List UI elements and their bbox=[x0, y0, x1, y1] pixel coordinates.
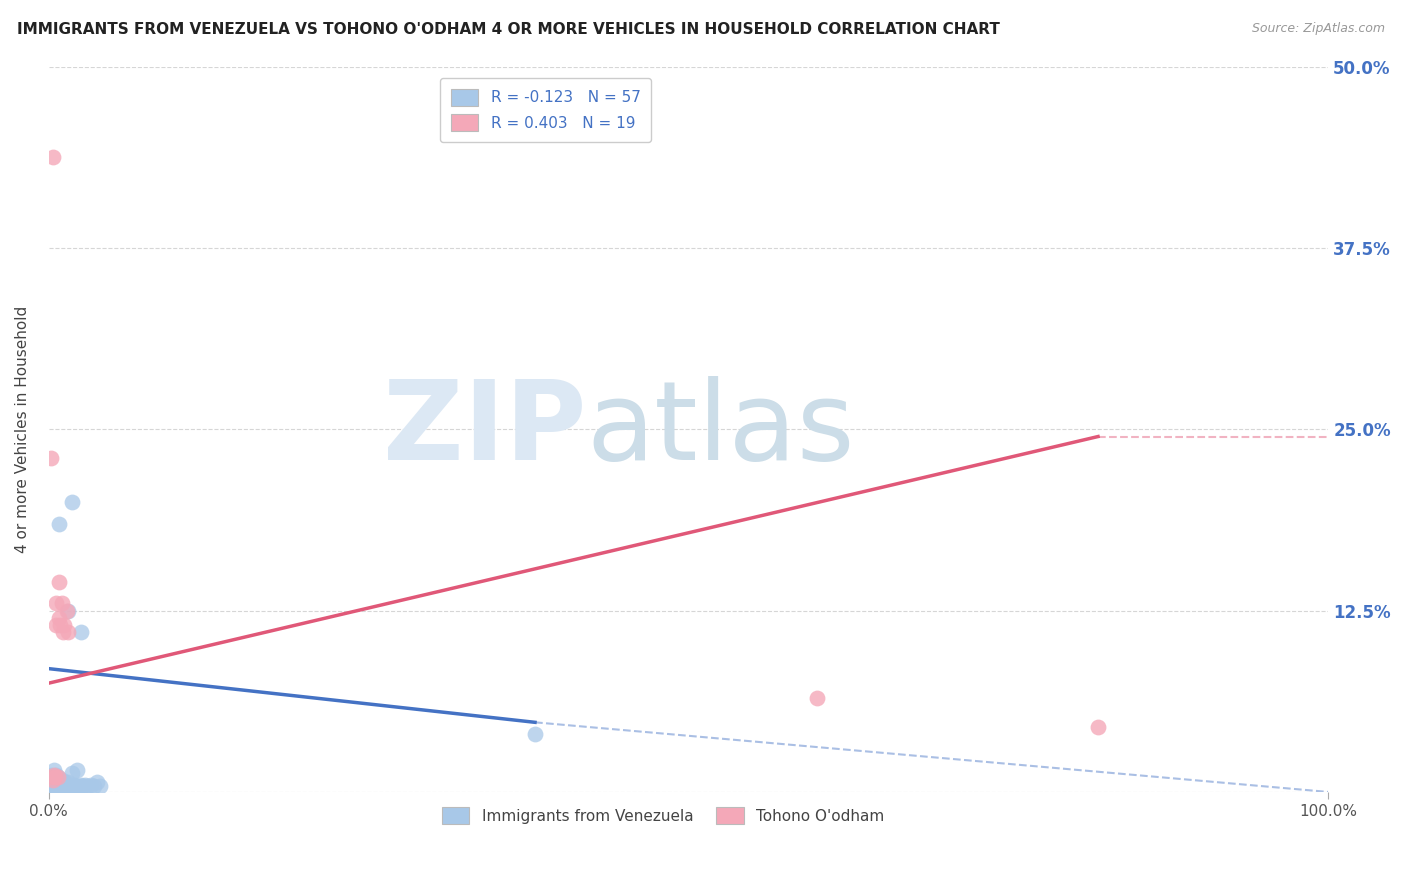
Point bbox=[58, 778, 80, 792]
Point bbox=[56, 774, 79, 789]
Point bbox=[62, 779, 84, 793]
Point bbox=[56, 604, 79, 618]
Point bbox=[56, 625, 79, 640]
Point bbox=[76, 779, 98, 793]
Point bbox=[49, 779, 72, 793]
Point bbox=[48, 516, 70, 531]
Point bbox=[45, 778, 67, 792]
Point bbox=[73, 778, 96, 792]
Point bbox=[41, 149, 63, 163]
Point bbox=[65, 779, 87, 793]
Point bbox=[42, 778, 65, 792]
Legend: Immigrants from Venezuela, Tohono O'odham: Immigrants from Venezuela, Tohono O'odha… bbox=[432, 796, 894, 835]
Point bbox=[51, 778, 73, 792]
Point bbox=[39, 771, 62, 785]
Point bbox=[86, 774, 108, 789]
Point bbox=[67, 779, 90, 793]
Point bbox=[51, 596, 73, 610]
Point bbox=[83, 779, 105, 793]
Point bbox=[39, 778, 62, 792]
Point bbox=[48, 773, 70, 788]
Point bbox=[46, 771, 69, 785]
Point bbox=[49, 618, 72, 632]
Point bbox=[1087, 720, 1109, 734]
Point bbox=[45, 618, 67, 632]
Point bbox=[39, 773, 62, 788]
Point bbox=[44, 771, 66, 785]
Point bbox=[60, 495, 83, 509]
Point bbox=[60, 766, 83, 780]
Point bbox=[48, 778, 70, 792]
Point bbox=[56, 779, 79, 793]
Point bbox=[69, 625, 91, 640]
Point bbox=[45, 596, 67, 610]
Point bbox=[44, 774, 66, 789]
Point bbox=[89, 779, 111, 793]
Point bbox=[41, 779, 63, 793]
Point bbox=[55, 779, 77, 793]
Point bbox=[42, 767, 65, 781]
Point bbox=[42, 763, 65, 777]
Point bbox=[59, 779, 82, 793]
Text: IMMIGRANTS FROM VENEZUELA VS TOHONO O'ODHAM 4 OR MORE VEHICLES IN HOUSEHOLD CORR: IMMIGRANTS FROM VENEZUELA VS TOHONO O'OD… bbox=[17, 22, 1000, 37]
Point bbox=[48, 611, 70, 625]
Point bbox=[53, 778, 76, 792]
Point bbox=[39, 778, 62, 792]
Point bbox=[39, 773, 62, 788]
Point bbox=[55, 604, 77, 618]
Point bbox=[52, 774, 75, 789]
Point bbox=[52, 779, 75, 793]
Point bbox=[63, 778, 86, 792]
Point bbox=[45, 767, 67, 781]
Point bbox=[52, 625, 75, 640]
Point bbox=[69, 778, 91, 792]
Point bbox=[44, 771, 66, 785]
Point bbox=[55, 778, 77, 792]
Point bbox=[524, 727, 547, 741]
Point bbox=[80, 778, 103, 792]
Point bbox=[45, 773, 67, 788]
Point bbox=[49, 774, 72, 789]
Point bbox=[41, 774, 63, 789]
Point bbox=[60, 778, 83, 792]
Point bbox=[41, 771, 63, 785]
Point bbox=[55, 774, 77, 789]
Point bbox=[66, 763, 89, 777]
Point bbox=[39, 767, 62, 781]
Text: atlas: atlas bbox=[586, 376, 855, 483]
Point bbox=[42, 773, 65, 788]
Point bbox=[46, 779, 69, 793]
Point bbox=[41, 773, 63, 788]
Point bbox=[46, 774, 69, 789]
Point bbox=[39, 771, 62, 785]
Point bbox=[70, 779, 93, 793]
Text: ZIP: ZIP bbox=[382, 376, 586, 483]
Point bbox=[39, 451, 62, 466]
Point bbox=[44, 779, 66, 793]
Point bbox=[51, 773, 73, 788]
Y-axis label: 4 or more Vehicles in Household: 4 or more Vehicles in Household bbox=[15, 306, 30, 553]
Point bbox=[53, 618, 76, 632]
Point bbox=[48, 574, 70, 589]
Point bbox=[806, 690, 828, 705]
Text: Source: ZipAtlas.com: Source: ZipAtlas.com bbox=[1251, 22, 1385, 36]
Point bbox=[46, 771, 69, 785]
